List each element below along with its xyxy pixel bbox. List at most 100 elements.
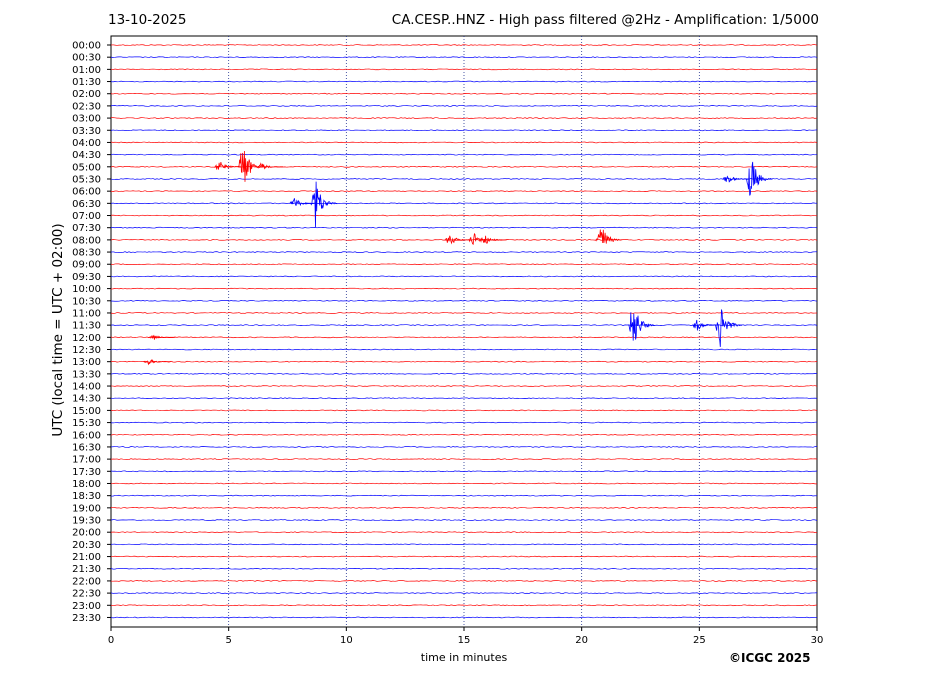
seismic-event	[148, 334, 176, 340]
row-label: 02:00	[72, 89, 101, 100]
trace-1000	[110, 287, 818, 290]
seismic-event	[628, 312, 655, 341]
date-label: 13-10-2025	[108, 12, 187, 28]
trace-0700	[110, 214, 818, 217]
x-axis-label: time in minutes	[420, 651, 508, 664]
trace-1530	[110, 421, 818, 424]
trace-0330	[110, 129, 818, 132]
row-label: 11:30	[72, 321, 101, 332]
seismic-event	[214, 161, 242, 170]
row-label: 14:30	[72, 394, 101, 405]
x-tick-label: 25	[693, 635, 706, 646]
x-tick-label: 15	[458, 635, 471, 646]
seismic-event	[595, 229, 623, 244]
trace-2000	[110, 531, 818, 534]
row-label: 08:30	[72, 248, 101, 259]
row-label: 17:00	[72, 455, 101, 466]
trace-1400	[110, 385, 818, 387]
row-label: 18:30	[72, 491, 101, 502]
trace-0830	[110, 251, 818, 253]
x-tick-label: 10	[340, 635, 353, 646]
trace-2030	[110, 543, 818, 546]
trace-0300	[110, 117, 818, 119]
row-label: 19:30	[72, 516, 101, 527]
trace-0130	[110, 80, 818, 83]
row-label: 02:30	[72, 101, 101, 112]
trace-1630	[110, 446, 818, 448]
seismic-event	[237, 151, 265, 182]
trace-0730	[110, 226, 818, 229]
row-label: 11:00	[72, 308, 101, 319]
row-label: 03:30	[72, 126, 101, 137]
row-label: 04:00	[72, 138, 101, 149]
row-label: 16:00	[72, 430, 101, 441]
trace-1900	[110, 506, 818, 509]
copyright-label: ©ICGC 2025	[729, 651, 811, 665]
row-label: 13:30	[72, 369, 101, 380]
row-label: 14:00	[72, 382, 101, 393]
trace-0530	[110, 178, 818, 180]
trace-0630	[110, 202, 818, 205]
trace-0000	[110, 44, 818, 46]
chart-title: CA.CESP..HNZ - High pass filtered @2Hz -…	[391, 12, 819, 28]
trace-0800	[110, 239, 818, 241]
row-label: 21:30	[72, 564, 101, 575]
trace-0400	[110, 141, 818, 144]
row-label: 13:00	[72, 357, 101, 368]
row-label: 12:00	[72, 333, 101, 344]
seismic-event	[480, 235, 507, 244]
trace-1700	[110, 458, 818, 460]
trace-0430	[110, 153, 818, 156]
trace-2300	[110, 604, 818, 607]
row-label: 21:00	[72, 552, 101, 563]
row-label: 18:00	[72, 479, 101, 490]
trace-1100	[110, 312, 818, 314]
seismic-event	[143, 359, 171, 366]
seismic-event	[745, 161, 773, 196]
row-label: 19:00	[72, 503, 101, 514]
row-label: 01:30	[72, 77, 101, 88]
row-label: 20:30	[72, 540, 101, 551]
row-label: 00:30	[72, 53, 101, 64]
trace-1130	[110, 324, 818, 326]
row-label: 01:00	[72, 65, 101, 76]
trace-1230	[110, 348, 818, 351]
row-label: 07:00	[72, 211, 101, 222]
trace-1500	[110, 409, 818, 412]
row-label: 10:00	[72, 284, 101, 295]
row-label: 09:30	[72, 272, 101, 283]
x-tick-label: 20	[575, 635, 588, 646]
trace-1800	[110, 482, 818, 485]
row-label: 20:00	[72, 528, 101, 539]
row-label: 12:30	[72, 345, 101, 356]
row-label: 17:30	[72, 467, 101, 478]
x-tick-label: 5	[225, 635, 231, 646]
trace-2330	[110, 616, 818, 619]
seismic-event	[722, 175, 750, 183]
row-label: 10:30	[72, 296, 101, 307]
trace-0030	[110, 56, 818, 58]
trace-0230	[110, 105, 818, 107]
trace-0200	[110, 92, 818, 95]
x-tick-label: 30	[811, 635, 824, 646]
trace-0100	[110, 68, 818, 71]
row-label: 05:00	[72, 162, 101, 173]
trace-1600	[110, 433, 818, 436]
trace-1300	[110, 360, 818, 363]
trace-1930	[110, 519, 818, 521]
row-label: 09:00	[72, 260, 101, 271]
row-label: 06:30	[72, 199, 101, 210]
plot-frame	[110, 35, 818, 628]
seismic-event	[715, 309, 743, 347]
trace-2230	[110, 592, 818, 594]
trace-2100	[110, 555, 818, 558]
row-label: 15:30	[72, 418, 101, 429]
row-label: 22:30	[72, 589, 101, 600]
row-label: 22:00	[72, 576, 101, 587]
row-label: 15:00	[72, 406, 101, 417]
trace-0930	[110, 275, 818, 278]
trace-1830	[110, 494, 818, 497]
trace-1200	[110, 336, 818, 339]
row-label: 23:30	[72, 613, 101, 624]
